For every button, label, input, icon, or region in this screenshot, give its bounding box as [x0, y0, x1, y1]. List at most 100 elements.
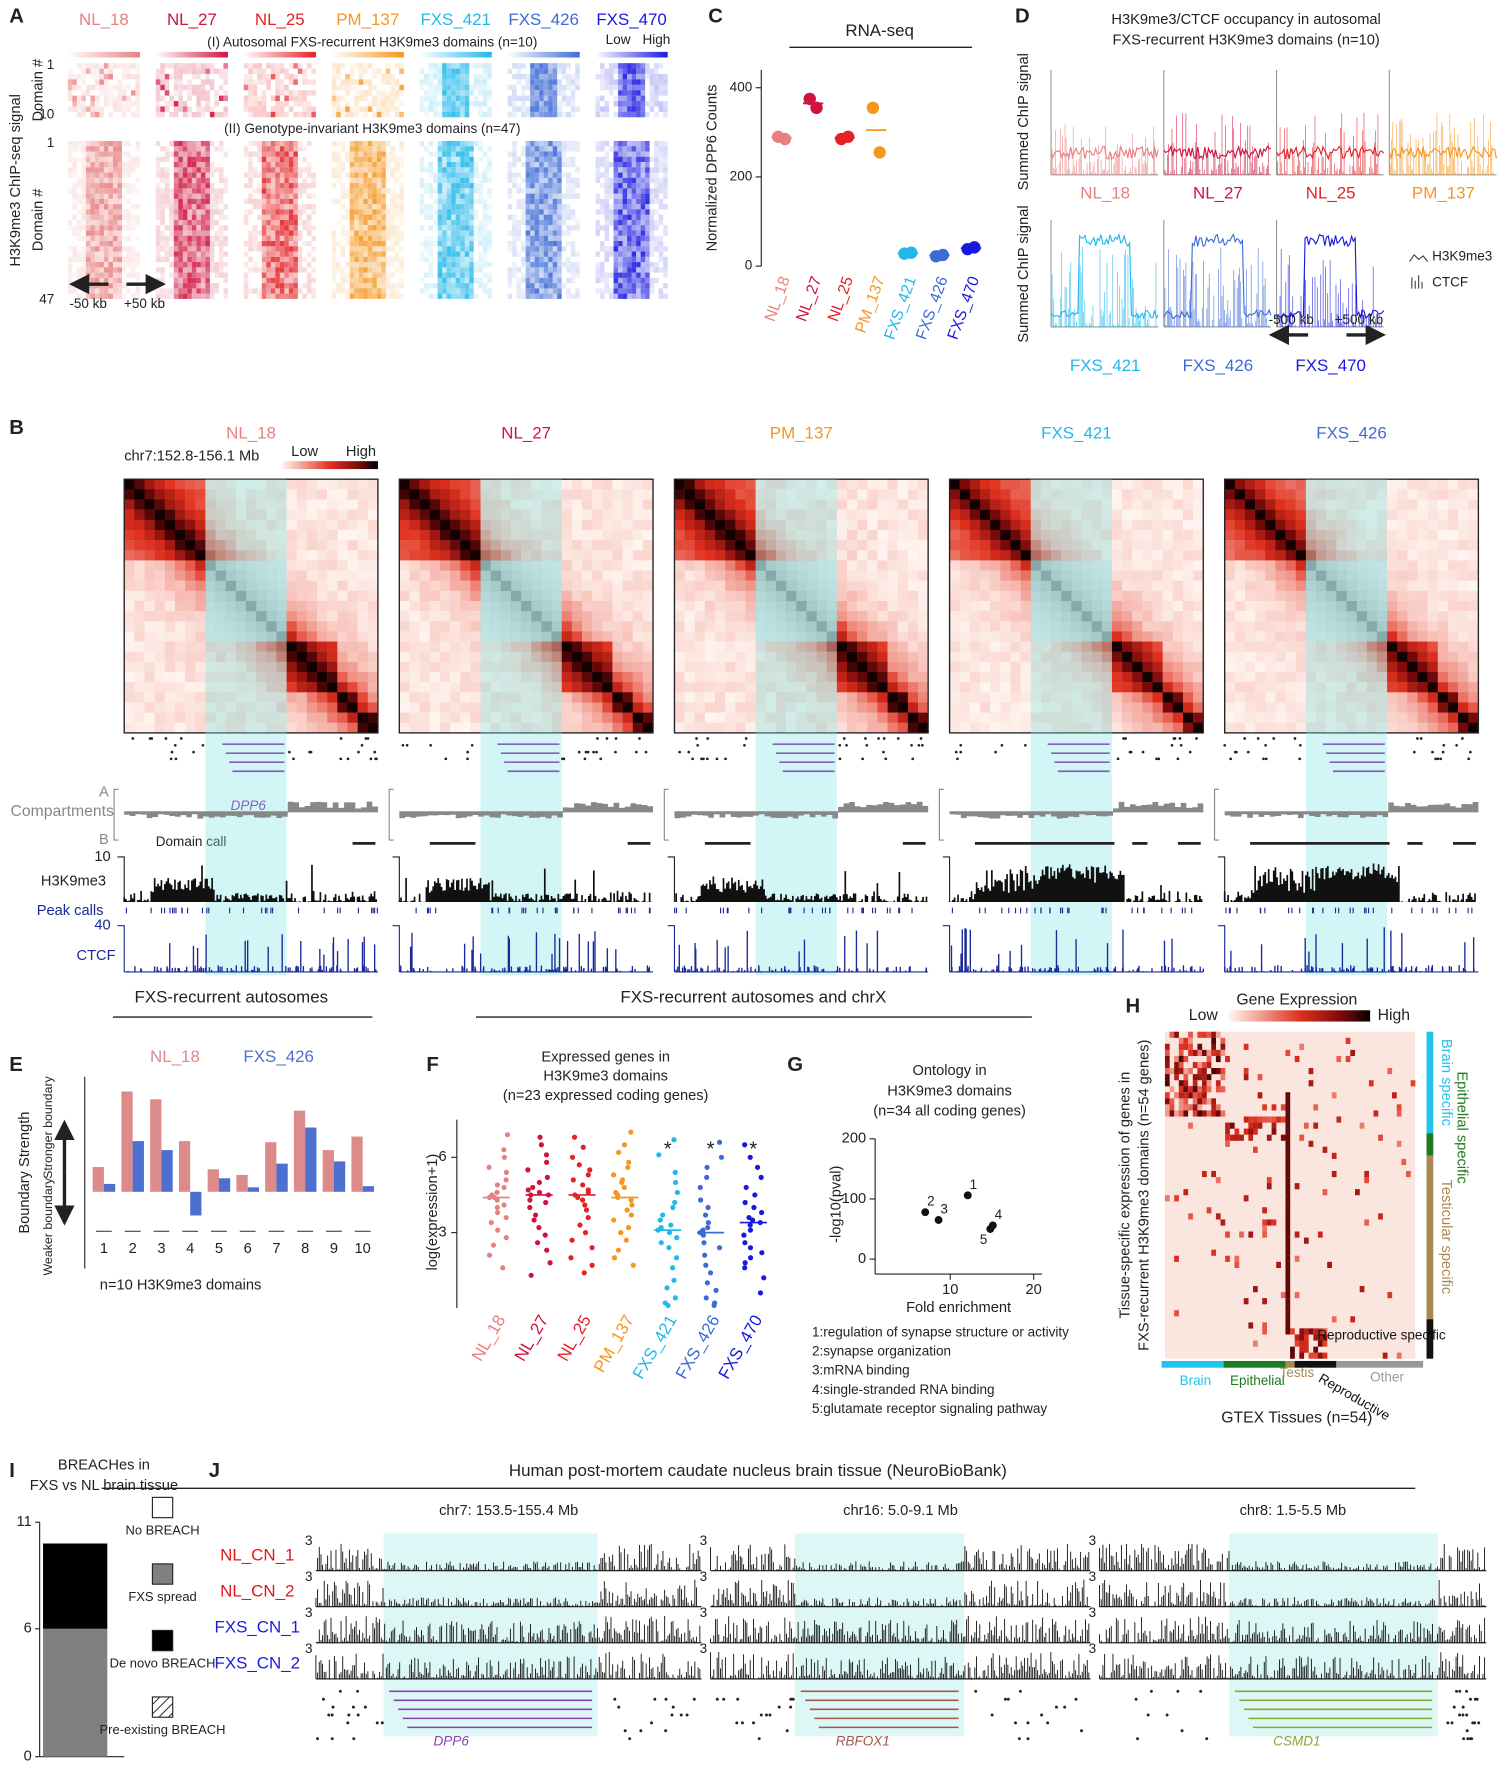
- heatmap-cell: [340, 283, 346, 289]
- heatmap-cell: [85, 172, 91, 178]
- heatmap-cell: [372, 188, 377, 194]
- heatmap-cell: [539, 183, 544, 189]
- heatmap-cell: [516, 219, 522, 226]
- heatmap-cell: [473, 79, 479, 85]
- heatmap-cell: [160, 272, 165, 278]
- heatmap-cell: [275, 230, 280, 236]
- heatmap-cell: [539, 225, 544, 231]
- hic-cell: [357, 560, 368, 571]
- heatmap-cell: [575, 63, 580, 69]
- heatmap-cell: [376, 146, 382, 152]
- heatmap-cell: [627, 177, 632, 184]
- heatmap-cell: [557, 267, 562, 273]
- heatmap-cell: [424, 167, 429, 173]
- hic-cell: [510, 661, 522, 673]
- heatmap-cell: [94, 68, 100, 74]
- gene-dot: [373, 750, 377, 754]
- heatmap-cell: [658, 167, 664, 173]
- heatmap-cell: [85, 177, 91, 184]
- hic-cell: [450, 661, 461, 673]
- hic-cell: [266, 550, 277, 561]
- heatmap-cell: [99, 167, 104, 173]
- heatmap-cell: [618, 251, 623, 257]
- axis-title: Domain #: [30, 58, 46, 122]
- heatmap-cell: [521, 209, 526, 215]
- heatmap-cell: [275, 262, 280, 268]
- heatmap-cell: [266, 172, 271, 178]
- hic-cell: [134, 702, 145, 713]
- heatmap-cell: [358, 235, 364, 241]
- heatmap-cell: [570, 209, 576, 215]
- heatmap-cell: [81, 277, 86, 284]
- heatmap-cell: [200, 288, 206, 294]
- heatmap-cell: [284, 225, 289, 231]
- heatmap-cell: [191, 111, 197, 118]
- h3k9me3-track: [123, 864, 378, 903]
- heatmap-cell: [548, 188, 553, 194]
- heatmap-cell: [169, 219, 174, 226]
- heatmap-cell: [455, 183, 461, 189]
- heatmap-cell: [424, 111, 429, 118]
- heatmap-cell: [566, 156, 571, 163]
- hic-cell: [347, 560, 358, 571]
- heatmap-cell: [609, 63, 614, 69]
- heatmap-cell: [552, 235, 558, 241]
- hic-cell: [470, 682, 481, 693]
- hic-cell: [490, 611, 502, 622]
- hic-cell: [419, 499, 431, 510]
- heatmap-cell: [376, 183, 382, 189]
- heatmap-cell: [354, 219, 359, 226]
- hic-cell: [510, 489, 522, 500]
- heatmap-cell: [376, 240, 382, 247]
- hic-cell: [490, 529, 502, 541]
- heatmap-cell: [376, 188, 382, 194]
- heatmap-cell: [155, 172, 161, 178]
- heatmap-cell: [437, 140, 443, 147]
- heatmap-cell: [160, 209, 165, 215]
- ctcf-signal: [1051, 124, 1157, 175]
- hic-cell: [460, 499, 471, 510]
- heatmap-cell: [196, 283, 201, 289]
- hic-cell: [409, 550, 420, 561]
- heatmap-cell: [205, 162, 210, 168]
- heatmap-cell: [390, 204, 395, 210]
- heatmap-cell: [478, 172, 483, 178]
- heatmap-cell: [248, 256, 253, 263]
- heatmap-cell: [613, 230, 619, 236]
- heatmap-cell: [543, 256, 549, 263]
- heatmap-cell: [455, 240, 461, 247]
- hic-cell: [561, 540, 573, 551]
- heatmap-cell: [516, 68, 522, 74]
- hic-cell: [256, 600, 267, 612]
- heatmap-cell: [437, 151, 443, 157]
- heatmap-cell: [640, 188, 646, 194]
- hic-cell: [276, 661, 287, 673]
- heatmap-cell: [640, 111, 646, 118]
- heatmap-cell: [121, 84, 127, 91]
- heatmap-cell: [76, 267, 82, 273]
- heatmap-cell: [399, 219, 404, 226]
- heatmap-cell: [76, 251, 82, 257]
- heatmap-cell: [561, 73, 567, 80]
- heatmap-cell: [275, 63, 280, 69]
- heatmap-cell: [354, 111, 359, 118]
- heatmap-cell: [618, 288, 623, 294]
- heatmap-cell: [385, 101, 391, 107]
- heatmap-cell: [293, 101, 298, 107]
- heatmap-cell: [539, 262, 544, 268]
- heatmap-cell: [381, 101, 386, 107]
- heatmap-cell: [306, 79, 312, 85]
- heatmap-cell: [478, 198, 483, 205]
- hic-cell: [500, 641, 512, 652]
- heatmap-cell: [627, 106, 632, 112]
- hic-cell: [571, 519, 583, 531]
- hic-cell: [306, 672, 318, 683]
- heatmap-cell: [437, 262, 443, 268]
- hic-cell: [225, 672, 237, 683]
- heatmap-cell: [358, 293, 364, 299]
- hic-cell: [154, 712, 166, 723]
- heatmap-cell: [261, 68, 267, 74]
- heatmap-cell: [178, 183, 183, 189]
- heatmap-cell: [302, 225, 307, 231]
- heatmap-cell: [187, 240, 192, 247]
